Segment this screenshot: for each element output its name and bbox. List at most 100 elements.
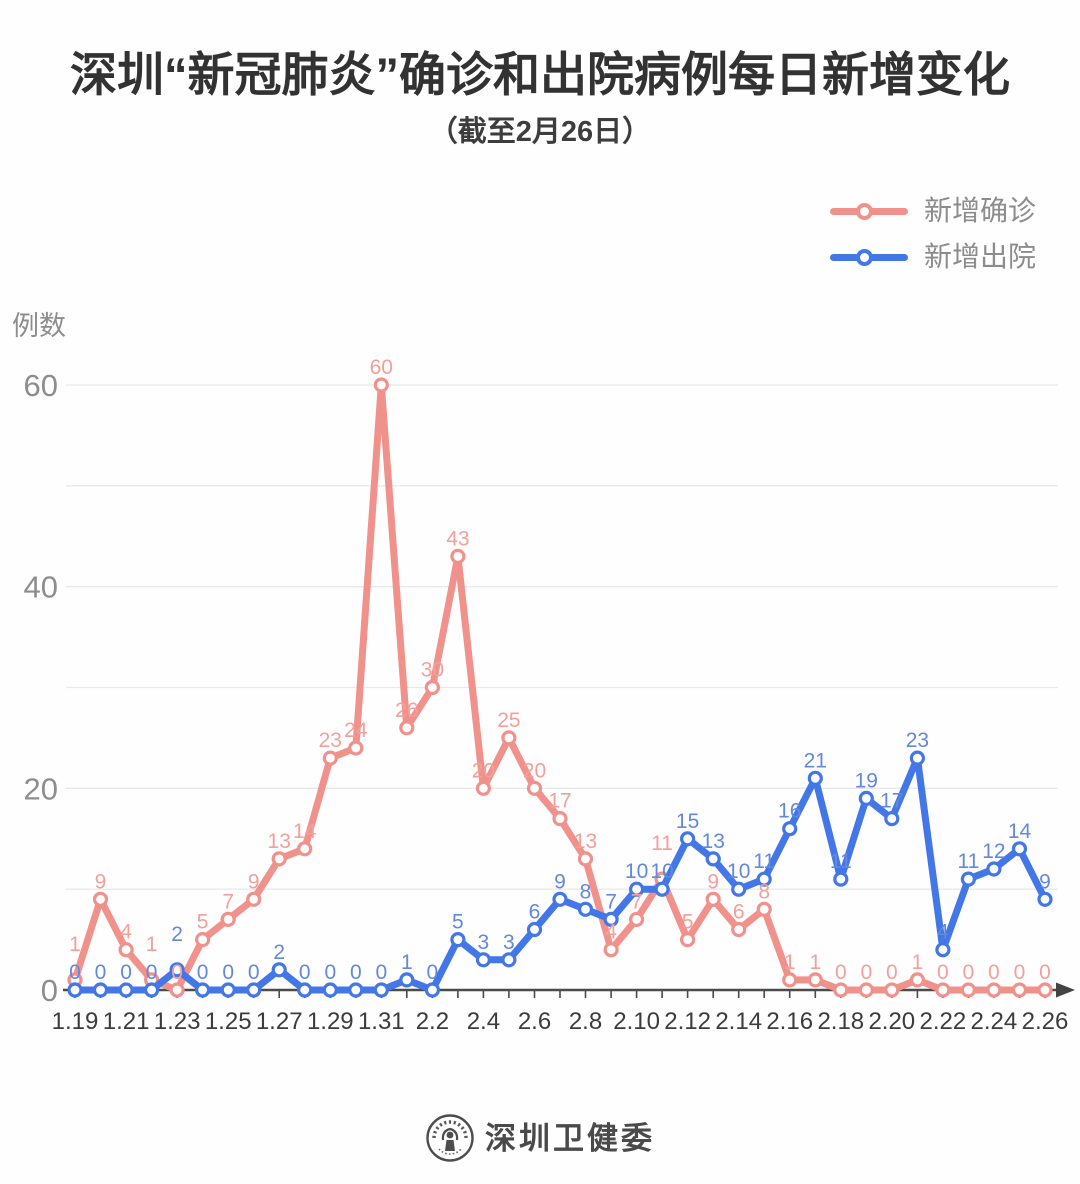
data-label-confirmed: 60	[370, 356, 393, 379]
data-point-discharged	[169, 962, 185, 978]
data-label-discharged: 19	[855, 769, 878, 792]
x-axis-date-label: 1.25	[205, 1008, 252, 1035]
data-label-discharged: 5	[452, 911, 464, 934]
data-point-discharged	[450, 931, 466, 948]
data-point-confirmed	[424, 679, 440, 696]
data-point-confirmed	[935, 982, 951, 998]
y-axis-tick-label: 40	[24, 570, 58, 605]
data-label-discharged: 11	[753, 850, 775, 873]
data-label-discharged: 17	[880, 790, 903, 813]
data-label-confirmed: 30	[421, 659, 444, 682]
x-axis-date-label: 2.8	[569, 1008, 602, 1035]
data-label-confirmed: 0	[171, 961, 183, 984]
data-point-discharged	[705, 851, 721, 867]
data-point-confirmed	[501, 730, 517, 746]
data-label-discharged: 7	[605, 890, 617, 913]
data-point-confirmed	[833, 982, 849, 998]
data-label-confirmed: 20	[472, 759, 495, 782]
data-label-discharged: 0	[222, 961, 234, 984]
data-point-confirmed	[884, 982, 900, 998]
data-point-discharged	[884, 810, 900, 827]
data-label-confirmed: 0	[937, 961, 949, 984]
data-point-discharged	[577, 901, 594, 917]
data-label-discharged: 3	[478, 931, 490, 954]
y-axis-tick-label: 20	[24, 771, 58, 806]
data-label-confirmed: 1	[809, 951, 821, 974]
data-label-discharged: 6	[529, 901, 541, 924]
data-label-discharged: 0	[427, 961, 439, 984]
x-axis-date-label: 1.19	[52, 1008, 99, 1035]
x-axis-date-label: 2.12	[664, 1008, 711, 1035]
data-label-discharged: 2	[171, 923, 183, 946]
data-point-discharged	[501, 952, 517, 968]
data-label-confirmed: 4	[605, 921, 617, 944]
data-label-confirmed: 24	[344, 719, 368, 742]
data-label-confirmed: 0	[835, 961, 847, 984]
data-point-discharged	[756, 871, 772, 887]
data-point-confirmed	[705, 891, 721, 907]
data-point-discharged	[373, 982, 389, 998]
data-label-discharged: 2	[273, 941, 285, 964]
data-label-confirmed: 0	[963, 961, 975, 984]
data-label-discharged: 0	[69, 961, 81, 984]
x-axis-date-label: 1.27	[256, 1008, 303, 1035]
legend-marker-confirmed-icon	[855, 202, 873, 220]
data-label-confirmed: 23	[319, 729, 342, 752]
data-label-confirmed: 0	[860, 961, 872, 984]
data-point-confirmed	[603, 942, 619, 958]
x-axis-arrow-icon	[1056, 982, 1075, 998]
legend-line-discharged-icon	[829, 248, 908, 266]
data-point-discharged	[399, 972, 415, 988]
data-label-discharged: 11	[957, 850, 979, 873]
data-label-confirmed: 7	[222, 890, 234, 913]
data-label-discharged: 0	[350, 961, 362, 984]
data-label-confirmed: 11	[651, 832, 673, 855]
data-label-discharged: 10	[625, 860, 648, 883]
data-point-confirmed	[348, 740, 364, 756]
data-label-discharged: 9	[554, 870, 566, 893]
data-point-confirmed	[373, 377, 389, 393]
legend-label-confirmed: 新增确诊	[923, 195, 1036, 226]
data-label-confirmed: 25	[497, 709, 520, 732]
data-point-discharged	[935, 942, 951, 958]
data-point-discharged	[858, 790, 874, 807]
data-label-confirmed: 1	[69, 933, 81, 956]
data-point-discharged	[475, 952, 491, 968]
data-point-discharged	[833, 871, 849, 887]
data-label-confirmed: 9	[248, 870, 260, 893]
data-point-discharged	[628, 881, 645, 897]
data-label-discharged: 0	[146, 961, 158, 984]
data-label-discharged: 0	[120, 961, 132, 984]
y-axis-unit-label: 例数	[12, 311, 66, 341]
data-point-confirmed	[986, 982, 1002, 998]
data-point-discharged	[92, 982, 109, 998]
chart-subtitle: （截至2月26日）	[428, 116, 652, 148]
data-point-confirmed	[909, 972, 926, 988]
data-point-discharged	[220, 982, 236, 998]
data-label-discharged: 0	[95, 961, 107, 984]
data-point-discharged	[654, 881, 670, 897]
data-label-discharged: 0	[324, 961, 336, 984]
data-label-discharged: 16	[778, 800, 801, 823]
data-point-confirmed	[807, 972, 823, 988]
data-point-discharged	[603, 911, 619, 928]
data-point-confirmed	[1011, 982, 1028, 998]
chart-title: 深圳“新冠肺炎”确诊和出院病例每日新增变化	[70, 48, 1010, 101]
x-axis-date-label: 1.29	[307, 1008, 354, 1035]
data-point-confirmed	[731, 921, 747, 938]
data-point-discharged	[144, 982, 160, 998]
data-point-confirmed	[628, 911, 645, 928]
data-point-confirmed	[169, 982, 185, 998]
data-label-discharged: 0	[248, 961, 260, 984]
data-label-discharged: 1	[401, 951, 413, 974]
data-label-discharged: 0	[375, 961, 387, 984]
data-point-discharged	[960, 871, 977, 887]
data-point-confirmed	[526, 780, 543, 796]
data-point-confirmed	[220, 911, 236, 928]
data-point-confirmed	[756, 901, 772, 917]
data-point-confirmed	[195, 931, 211, 948]
data-point-confirmed	[552, 810, 568, 827]
data-point-confirmed	[92, 891, 109, 907]
data-point-discharged	[424, 982, 440, 998]
